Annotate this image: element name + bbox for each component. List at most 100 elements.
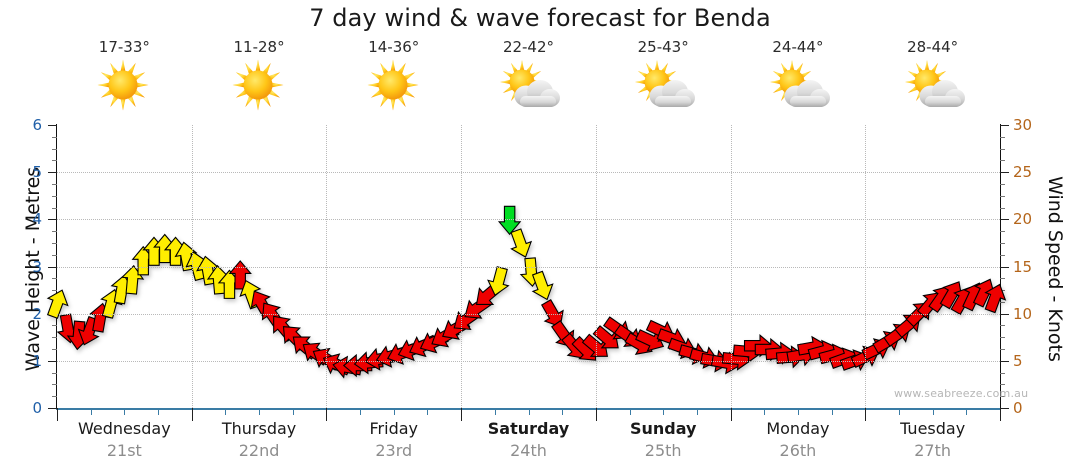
x-minor-tick — [966, 408, 968, 415]
right-minor-tick — [1000, 148, 1005, 150]
left-minor-tick — [52, 207, 57, 209]
right-minor-tick — [1000, 349, 1005, 351]
day-date: 21st — [106, 441, 142, 460]
left-tick-label: 3 — [32, 257, 42, 276]
left-tick — [48, 125, 57, 126]
right-minor-tick — [1000, 301, 1005, 303]
x-day-tick — [1000, 408, 1001, 421]
gridline-horizontal — [57, 360, 1000, 362]
x-day-tick — [191, 408, 193, 421]
right-tick-label: 0 — [1013, 399, 1023, 417]
day-label-wednesday: Wednesday 21st — [57, 418, 192, 468]
day-date: 24th — [510, 441, 547, 460]
left-tick — [48, 219, 57, 221]
partly-cloudy-icon — [631, 58, 696, 116]
left-minor-tick — [52, 349, 57, 351]
x-minor-tick — [764, 408, 766, 415]
x-minor-tick — [629, 408, 631, 415]
left-tick — [48, 172, 57, 174]
right-tick-label: 5 — [1013, 351, 1023, 370]
gridline-vertical — [326, 125, 328, 408]
x-minor-tick — [427, 408, 429, 415]
watermark: www.seabreeze.com.au — [894, 387, 1029, 400]
gridline-vertical — [730, 125, 732, 408]
x-minor-tick — [90, 408, 92, 415]
temperature-range: 14-36° — [368, 38, 420, 56]
wind-arrow-series — [46, 205, 1007, 379]
x-minor-tick — [831, 408, 833, 415]
x-minor-tick — [562, 408, 564, 415]
x-minor-tick — [663, 408, 665, 415]
wind-arrow — [510, 228, 533, 258]
left-tick-label: 1 — [32, 351, 42, 370]
temperature-range: 24-44° — [772, 38, 824, 56]
day-name: Thursday — [221, 419, 297, 438]
x-minor-tick — [393, 408, 395, 415]
day-label-thursday: Thursday 22nd — [192, 418, 327, 468]
left-minor-tick — [52, 242, 57, 244]
left-minor-tick — [52, 231, 57, 233]
left-tick-label: 6 — [32, 116, 42, 134]
right-tick — [1000, 125, 1009, 126]
gridline-horizontal — [57, 266, 1000, 268]
day-name: Wednesday — [78, 419, 171, 438]
right-tick — [1000, 219, 1009, 221]
x-day-tick — [326, 408, 328, 421]
left-tick — [48, 360, 57, 362]
right-tick-label: 25 — [1013, 163, 1033, 182]
day-date: 22nd — [238, 441, 280, 460]
right-tick-label: 20 — [1013, 210, 1033, 229]
day-label-monday: Monday 26th — [731, 418, 866, 468]
x-minor-tick — [494, 408, 496, 415]
x-minor-tick — [898, 408, 900, 415]
sunny-icon — [92, 58, 156, 116]
right-minor-tick — [1000, 160, 1005, 162]
x-day-tick — [57, 408, 58, 421]
x-minor-tick — [797, 408, 799, 415]
left-minor-tick — [52, 372, 57, 374]
right-tick-label: 10 — [1013, 304, 1033, 323]
day-label-tuesday: Tuesday 27th — [865, 418, 1000, 468]
left-minor-tick — [52, 254, 57, 256]
left-minor-tick — [52, 148, 57, 150]
right-tick — [1000, 266, 1009, 268]
right-tick — [1000, 408, 1009, 409]
gridline-horizontal — [57, 219, 1000, 221]
wind-arrow — [984, 283, 1007, 314]
temperature-range: 11-28° — [233, 38, 285, 56]
left-minor-tick — [52, 396, 57, 398]
left-minor-tick — [52, 290, 57, 292]
right-minor-tick — [1000, 254, 1005, 256]
left-tick-label: 5 — [32, 163, 42, 182]
day-label-saturday: Saturday 24th — [461, 418, 596, 468]
left-minor-tick — [52, 195, 57, 197]
left-tick — [48, 266, 57, 268]
left-minor-tick — [52, 325, 57, 327]
left-tick-label: 4 — [32, 210, 42, 229]
wind-arrow — [592, 325, 619, 349]
right-minor-tick — [1000, 325, 1005, 327]
wind-arrow — [46, 289, 69, 319]
wind-arrow — [487, 266, 510, 296]
right-minor-tick — [1000, 278, 1005, 280]
day-header-monday: 24-44° — [731, 36, 866, 124]
day-header-sunday: 25-43° — [596, 36, 731, 124]
x-minor-tick — [124, 408, 126, 415]
wind-arrow — [531, 270, 554, 301]
left-tick-label: 2 — [32, 304, 42, 323]
gridline-horizontal — [57, 313, 1000, 315]
right-axis-title: Wind Speed - Knots — [1044, 176, 1066, 362]
temperature-range: 28-44° — [907, 38, 959, 56]
left-minor-tick — [52, 183, 57, 185]
right-minor-tick — [1000, 372, 1005, 374]
sunny-icon — [362, 58, 426, 116]
right-tick — [1000, 360, 1009, 362]
gridline-vertical — [461, 125, 463, 408]
day-label-sunday: Sunday 25th — [596, 418, 731, 468]
x-minor-tick — [696, 408, 698, 415]
x-minor-tick — [528, 408, 530, 415]
right-tick — [1000, 313, 1009, 315]
left-minor-tick — [52, 278, 57, 280]
day-label-friday: Friday 23rd — [326, 418, 461, 468]
temperature-range: 22-42° — [502, 38, 555, 56]
